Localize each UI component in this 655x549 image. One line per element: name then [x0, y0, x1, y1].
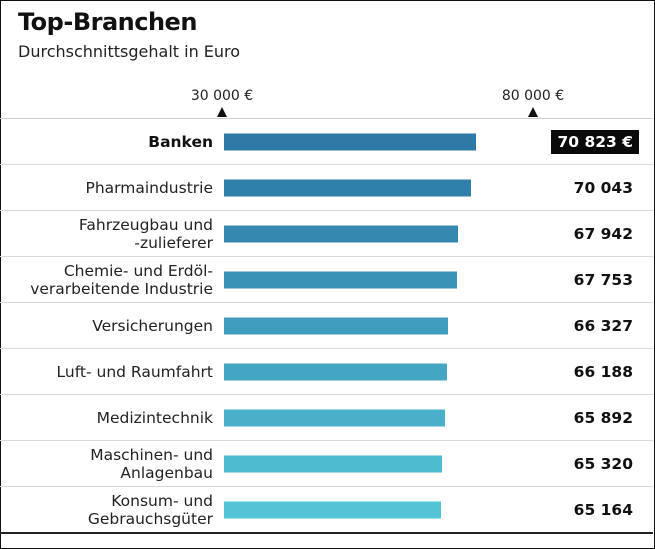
bar	[224, 179, 472, 196]
value-label: 70 823 €	[551, 129, 639, 154]
axis-marker-triangle	[217, 107, 227, 117]
bar-row: Medizintechnik 65 892	[0, 394, 653, 440]
category-label: Konsum- und Gebrauchsgüter	[87, 491, 213, 528]
bar-row: Fahrzeugbau und -zulieferer 67 942	[0, 210, 653, 256]
bar	[224, 317, 448, 334]
value-label: 70 043	[573, 178, 633, 197]
bar-row: Konsum- und Gebrauchsgüter 65 164	[0, 486, 653, 534]
chart-subtitle: Durchschnittsgehalt in Euro	[18, 42, 241, 61]
value-label: 65 164	[573, 500, 633, 519]
category-label: Versicherungen	[92, 316, 213, 335]
value-label: 67 942	[573, 224, 633, 243]
axis-marker-label: 80 000 €	[501, 88, 565, 104]
axis-marker-triangle	[528, 107, 538, 117]
bar	[224, 409, 446, 426]
category-label: Luft- und Raumfahrt	[56, 362, 213, 381]
bar-row: Luft- und Raumfahrt 66 188	[0, 348, 653, 394]
chart-title: Top-Branchen	[18, 8, 197, 36]
bar	[224, 133, 476, 150]
bar	[224, 225, 458, 242]
category-label: Medizintechnik	[96, 408, 213, 427]
value-label: 66 327	[573, 316, 633, 335]
bar-row: Versicherungen 66 327	[0, 302, 653, 348]
category-label: Maschinen- und Anlagenbau	[90, 445, 213, 482]
axis-marker-label: 30 000 €	[190, 88, 254, 104]
bar	[224, 271, 457, 288]
bar-row: Pharmaindustrie 70 043	[0, 164, 653, 210]
bar	[224, 455, 442, 472]
value-label: 65 892	[573, 408, 633, 427]
bar	[224, 501, 441, 518]
category-label: Chemie- und Erdöl- verarbeitende Industr…	[30, 261, 213, 298]
bar-row: Banken 70 823 €	[0, 118, 653, 164]
bar-rows: Banken 70 823 € Pharmaindustrie 70 043 Fahrz…	[0, 118, 653, 534]
value-label: 66 188	[573, 362, 633, 381]
category-label: Fahrzeugbau und -zulieferer	[78, 215, 213, 252]
bar	[224, 363, 448, 380]
bar-row: Maschinen- und Anlagenbau 65 320	[0, 440, 653, 486]
value-label: 65 320	[573, 454, 633, 473]
category-label: Pharmaindustrie	[85, 178, 213, 197]
value-label: 67 753	[573, 270, 633, 289]
category-label: Banken	[148, 132, 213, 151]
bar-row: Chemie- und Erdöl- verarbeitende Industr…	[0, 256, 653, 302]
